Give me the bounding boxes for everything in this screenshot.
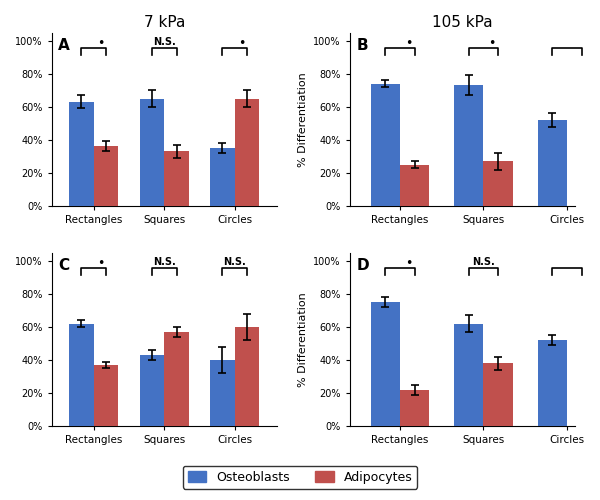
Bar: [371, 84, 400, 206]
Text: •: •: [98, 258, 105, 270]
Bar: [538, 340, 567, 426]
Text: •: •: [405, 258, 412, 270]
Text: •: •: [238, 37, 246, 50]
Bar: [210, 148, 235, 206]
Text: C: C: [58, 258, 70, 273]
Bar: [69, 102, 94, 206]
Bar: [140, 355, 164, 426]
Bar: [69, 324, 94, 426]
Text: N.S.: N.S.: [153, 256, 176, 266]
Bar: [94, 365, 118, 426]
Text: D: D: [356, 258, 369, 273]
Bar: [484, 364, 512, 426]
Text: N.S.: N.S.: [472, 256, 495, 266]
Bar: [454, 86, 484, 206]
Title: 7 kPa: 7 kPa: [143, 15, 185, 30]
Text: A: A: [58, 38, 70, 53]
Bar: [164, 332, 189, 426]
Text: B: B: [356, 38, 368, 53]
Bar: [235, 98, 259, 206]
Text: N.S.: N.S.: [223, 256, 246, 266]
Text: •: •: [405, 37, 412, 50]
Bar: [484, 162, 512, 206]
Y-axis label: % Differentiation: % Differentiation: [298, 292, 308, 386]
Bar: [210, 360, 235, 426]
Bar: [140, 98, 164, 206]
Bar: [400, 390, 429, 426]
Legend: Osteoblasts, Adipocytes: Osteoblasts, Adipocytes: [182, 466, 418, 489]
Bar: [164, 152, 189, 206]
Title: 105 kPa: 105 kPa: [432, 15, 493, 30]
Text: N.S.: N.S.: [153, 36, 176, 46]
Bar: [400, 164, 429, 206]
Text: •: •: [488, 37, 496, 50]
Bar: [454, 324, 484, 426]
Bar: [371, 302, 400, 426]
Bar: [235, 327, 259, 426]
Y-axis label: % Differentiation: % Differentiation: [298, 72, 308, 166]
Bar: [538, 120, 567, 206]
Bar: [94, 146, 118, 206]
Text: •: •: [98, 37, 105, 50]
